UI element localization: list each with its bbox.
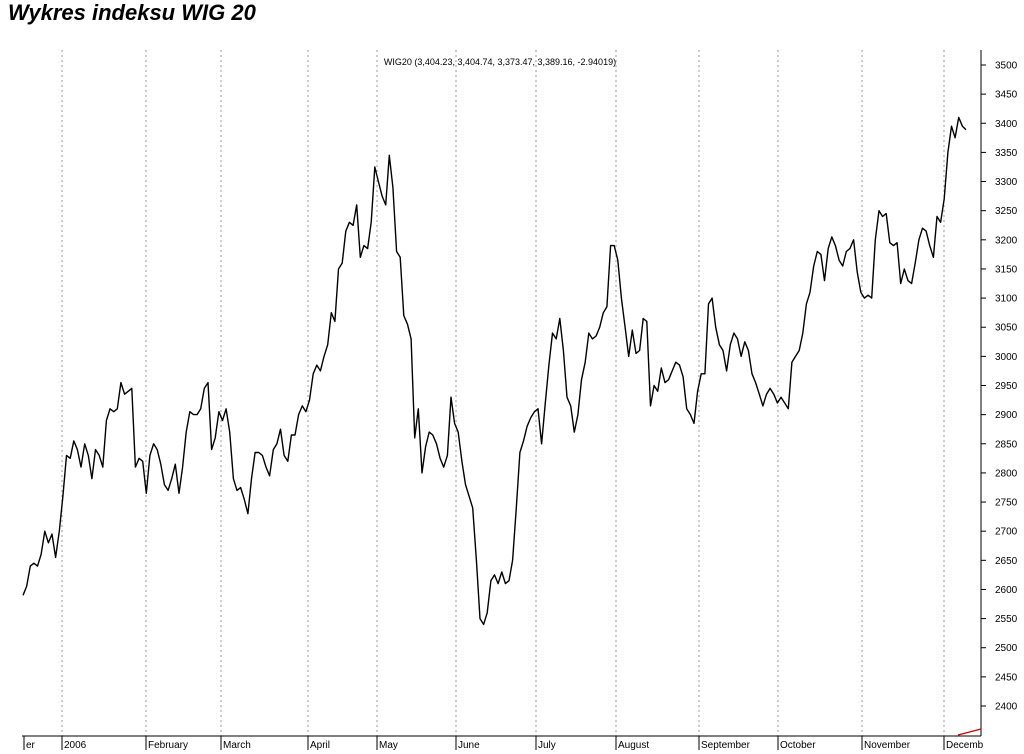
x-tick-label: August xyxy=(618,740,649,751)
y-tick-label: 3000 xyxy=(995,352,1018,363)
page-title: Wykres indeksu WIG 20 xyxy=(8,0,256,25)
x-tick-label: November xyxy=(864,740,911,751)
y-tick-label: 2900 xyxy=(995,410,1018,421)
wig20-series-line xyxy=(22,116,967,626)
x-tick-label: February xyxy=(148,740,188,751)
y-tick-label: 2650 xyxy=(995,556,1018,567)
x-tick-label: er xyxy=(26,740,36,751)
red-marker-line xyxy=(957,728,982,736)
legend-text: WIG20 (3,404.23, 3,404.74, 3,373.47, 3,3… xyxy=(384,57,616,67)
y-tick-label: 2600 xyxy=(995,585,1018,596)
y-tick-label: 3200 xyxy=(995,235,1018,246)
x-tick-label: October xyxy=(780,740,816,751)
y-tick-label: 3400 xyxy=(995,119,1018,130)
y-axis: 2400 2450 2500 2550 2600 2650 2700 2750 2800 2850… xyxy=(981,61,1018,713)
y-tick-label: 3100 xyxy=(995,294,1018,305)
y-tick-label: 3350 xyxy=(995,148,1018,159)
gridlines xyxy=(61,50,945,736)
x-tick-label: 2006 xyxy=(64,740,87,751)
x-tick-label: Decemb xyxy=(946,740,984,751)
y-tick-label: 2700 xyxy=(995,527,1018,538)
x-axis: er 2006 February March April May June July Augus… xyxy=(23,736,984,751)
y-tick-label: 2500 xyxy=(995,643,1018,654)
x-tick-label: June xyxy=(458,740,480,751)
y-tick-label: 2850 xyxy=(995,439,1018,450)
y-tick-label: 3250 xyxy=(995,206,1018,217)
y-tick-label: 2550 xyxy=(995,614,1018,625)
y-tick-label: 2450 xyxy=(995,672,1018,683)
y-tick-label: 3050 xyxy=(995,323,1018,334)
x-tick-label: July xyxy=(538,740,556,751)
y-tick-label: 3150 xyxy=(995,264,1018,275)
y-tick-label: 3450 xyxy=(995,90,1018,101)
y-tick-label: 2750 xyxy=(995,498,1018,509)
y-tick-label: 3500 xyxy=(995,61,1018,72)
y-tick-label: 3300 xyxy=(995,177,1018,188)
x-tick-label: March xyxy=(223,740,251,751)
x-tick-label: April xyxy=(310,740,330,751)
y-tick-label: 2950 xyxy=(995,381,1018,392)
y-tick-label: 2800 xyxy=(995,468,1018,479)
y-tick-label: 2400 xyxy=(995,702,1018,713)
x-tick-label: May xyxy=(379,740,398,751)
x-tick-label: September xyxy=(701,740,751,751)
